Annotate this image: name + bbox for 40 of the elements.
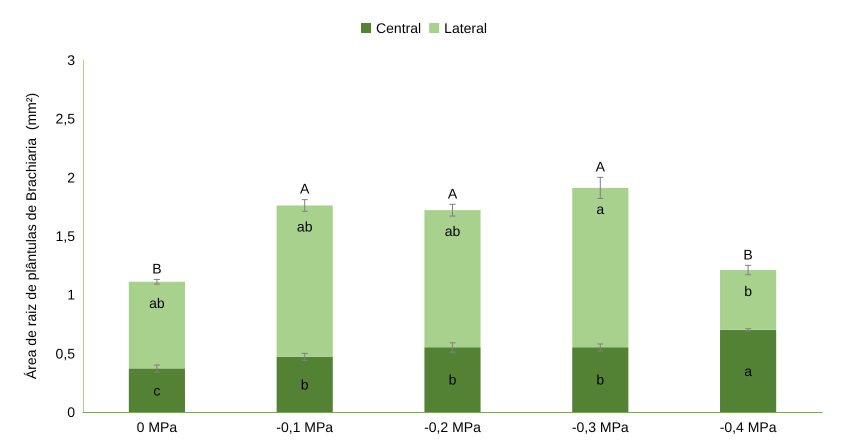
total-label: B xyxy=(152,260,162,276)
bar xyxy=(128,282,185,369)
data-label: a xyxy=(744,362,752,379)
data-label: c xyxy=(153,382,160,398)
data-label: b xyxy=(448,372,457,388)
data-label: b xyxy=(744,283,752,300)
y-tick-label: 0,5 xyxy=(56,345,76,362)
total-label: A xyxy=(596,158,606,174)
y-tick-label: 3 xyxy=(67,52,76,68)
total-label: A xyxy=(448,185,458,202)
data-label: ab xyxy=(149,294,165,311)
data-label: ab xyxy=(296,218,313,234)
bar xyxy=(128,368,185,412)
x-tick-label: -0,4 MPa xyxy=(720,419,777,435)
data-label: ab xyxy=(444,223,460,240)
total-label: B xyxy=(743,246,753,262)
bar xyxy=(276,205,333,357)
y-tick-label: 2 xyxy=(67,169,76,186)
data-label: b xyxy=(300,376,309,392)
x-tick-label: 0 MPa xyxy=(136,419,178,435)
total-label: A xyxy=(300,180,310,197)
x-tick-label: -0,1 MPa xyxy=(276,419,334,435)
bar xyxy=(276,356,333,412)
legend-label: Central xyxy=(376,20,422,36)
bar xyxy=(424,210,481,348)
y-tick-label: 2,5 xyxy=(56,110,76,127)
y-axis-title: Área de raiz de plântulas de Brachiaria (mm²) xyxy=(23,92,39,380)
data-label: b xyxy=(596,372,604,388)
legend-label: Lateral xyxy=(444,20,487,36)
x-tick-label: -0,3 MPa xyxy=(572,419,629,435)
data-label: a xyxy=(596,200,604,217)
bar xyxy=(424,347,481,412)
bar xyxy=(572,188,628,348)
y-tick-label: 1,5 xyxy=(56,228,76,244)
y-tick-label: 1 xyxy=(67,286,76,303)
bar xyxy=(720,270,776,330)
bar xyxy=(572,347,628,412)
x-tick-label: -0,2 MPa xyxy=(424,419,482,435)
bar xyxy=(720,330,776,412)
y-tick-label: 0 xyxy=(67,404,76,420)
